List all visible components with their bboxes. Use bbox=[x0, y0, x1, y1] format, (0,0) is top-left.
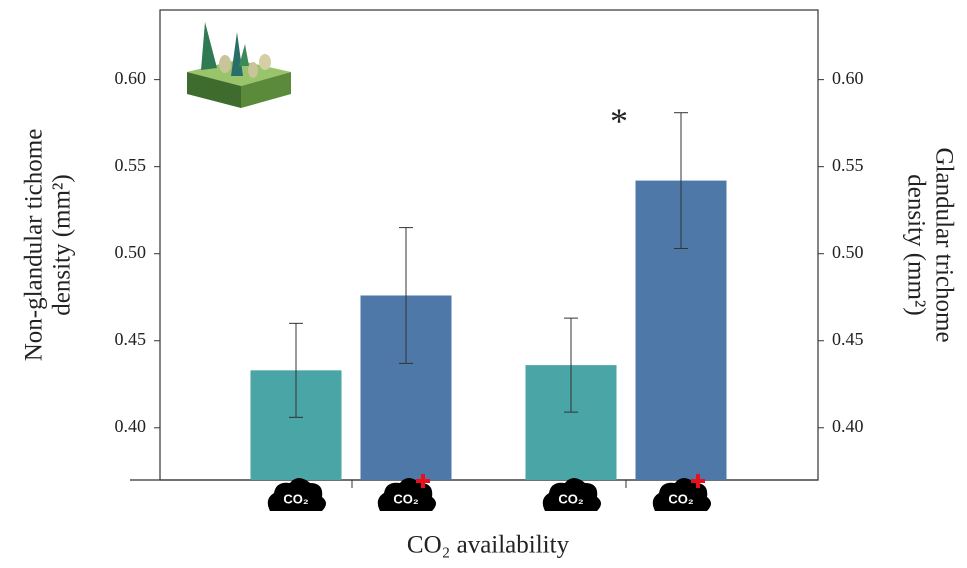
y-tick-label: 0.55 bbox=[115, 155, 147, 175]
y-tick-label: 0.40 bbox=[115, 416, 147, 436]
co2-icon: CO₂ bbox=[543, 478, 601, 511]
y-axis-label: density (mm²) bbox=[49, 174, 76, 316]
chart: CO₂ availability Non-glandular tichome d… bbox=[0, 0, 967, 568]
plant-icon bbox=[187, 22, 291, 108]
co2-label: CO₂ bbox=[668, 491, 694, 506]
y2-tick-label: 0.55 bbox=[832, 155, 864, 175]
y2-axis-label: density (mm²) bbox=[902, 174, 929, 316]
y2-tick-label: 0.60 bbox=[832, 68, 864, 88]
co2-label: CO₂ bbox=[393, 491, 419, 506]
y2-tick-label: 0.45 bbox=[832, 329, 864, 349]
y-axis-label: Non-glandular tichome bbox=[21, 129, 48, 362]
y-tick-label: 0.50 bbox=[115, 242, 147, 262]
y-tick-label: 0.45 bbox=[115, 329, 147, 349]
co2-label: CO₂ bbox=[558, 491, 584, 506]
x-axis-label: CO₂ availability bbox=[407, 532, 570, 559]
plus bbox=[696, 474, 700, 488]
y2-tick-label: 0.50 bbox=[832, 242, 864, 262]
y-tick-label: 0.60 bbox=[115, 68, 147, 88]
co2-icon: CO₂ bbox=[268, 478, 326, 511]
y2-axis-label: Glandular trichome bbox=[930, 147, 957, 342]
y2-tick-label: 0.40 bbox=[832, 416, 864, 436]
co2-label: CO₂ bbox=[283, 491, 309, 506]
plus bbox=[421, 474, 425, 488]
significance-mark: * bbox=[610, 101, 628, 141]
